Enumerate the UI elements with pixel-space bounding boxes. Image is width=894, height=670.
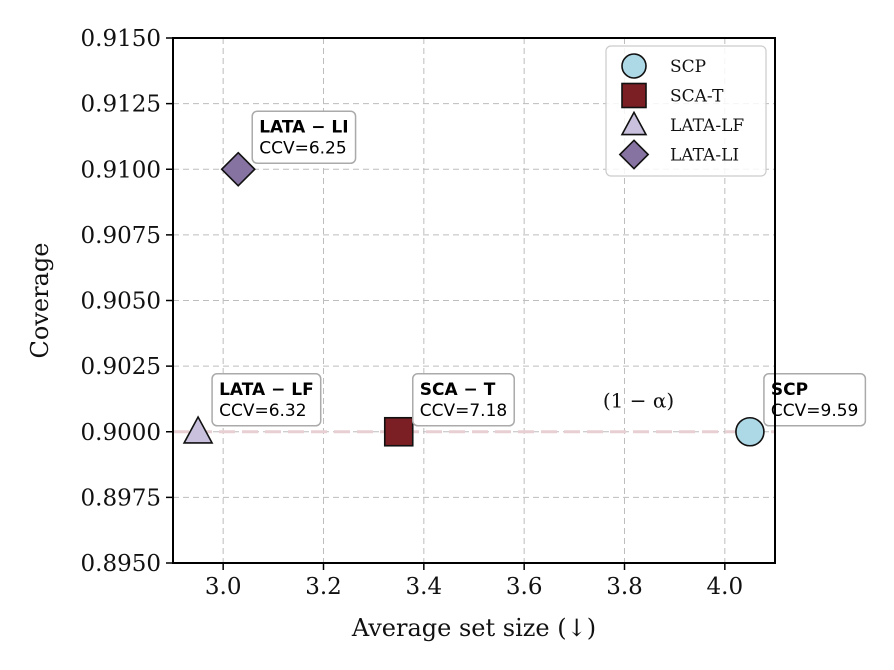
- reference-line-label: (1 − α): [603, 388, 674, 412]
- x-tick-label: 3.8: [606, 574, 643, 600]
- legend-label: LATA-LI: [670, 146, 739, 166]
- annotation-box: [251, 110, 357, 164]
- x-tick-label: 4.0: [707, 574, 744, 600]
- annotation-title: LATA − LF: [219, 380, 314, 400]
- y-tick-label: 0.8950: [81, 551, 161, 577]
- y-tick-label: 0.9100: [81, 157, 161, 183]
- annotation-box: [412, 373, 515, 427]
- data-points: [182, 151, 765, 447]
- y-tick-label: 0.9050: [81, 289, 161, 315]
- x-axis-ticks: 3.0 3.2 3.4 3.6 3.8 4.0: [205, 563, 743, 600]
- annotation-box: [211, 373, 322, 427]
- point-scp: [735, 416, 765, 447]
- legend-label: LATA-LF: [670, 116, 744, 136]
- point-lata-li: [220, 151, 256, 187]
- y-tick-label: 0.9150: [81, 26, 161, 52]
- x-tick-label: 3.4: [406, 574, 443, 600]
- x-tick-label: 3.6: [506, 574, 543, 600]
- y-tick-label: 0.8975: [81, 485, 161, 511]
- y-tick-label: 0.9000: [81, 420, 161, 446]
- point-lata-lf: [182, 415, 214, 444]
- legend-label: SCP: [670, 57, 706, 77]
- point-sca-t: [383, 416, 414, 447]
- x-tick-label: 3.0: [205, 574, 242, 600]
- legend-marker-lata-li: [618, 139, 650, 170]
- x-axis-label: Average set size (↓): [351, 614, 596, 642]
- y-tick-label: 0.9125: [81, 92, 161, 118]
- legend-marker-sca-t: [621, 82, 647, 109]
- x-tick-label: 3.2: [305, 574, 342, 600]
- legend: SCP SCA-T LATA-LF LATA-LI: [605, 45, 767, 177]
- annotation-value: CCV=7.18: [420, 401, 507, 421]
- y-axis-ticks: 0.8950 0.8975 0.9000 0.9025 0.9050 0.9075 0.91…: [81, 26, 173, 577]
- legend-marker-lata-lf: [620, 110, 648, 136]
- annotation-title: LATA − LI: [259, 117, 348, 137]
- annotation-title: SCP: [771, 380, 808, 400]
- annotation-value: CCV=6.25: [259, 138, 346, 158]
- annotation-value: CCV=9.59: [771, 401, 858, 421]
- y-tick-label: 0.9025: [81, 354, 161, 380]
- annotation-title: SCA − T: [420, 380, 496, 400]
- legend-marker-scp: [621, 53, 647, 79]
- annotation-box: [763, 373, 867, 427]
- legend-box: [605, 45, 767, 177]
- y-axis-label: Coverage: [26, 243, 54, 359]
- annotation-value: CCV=6.32: [219, 401, 306, 421]
- legend-label: SCA-T: [670, 87, 724, 107]
- y-tick-label: 0.9075: [81, 223, 161, 249]
- reference-line-group: (1 − α): [173, 388, 775, 434]
